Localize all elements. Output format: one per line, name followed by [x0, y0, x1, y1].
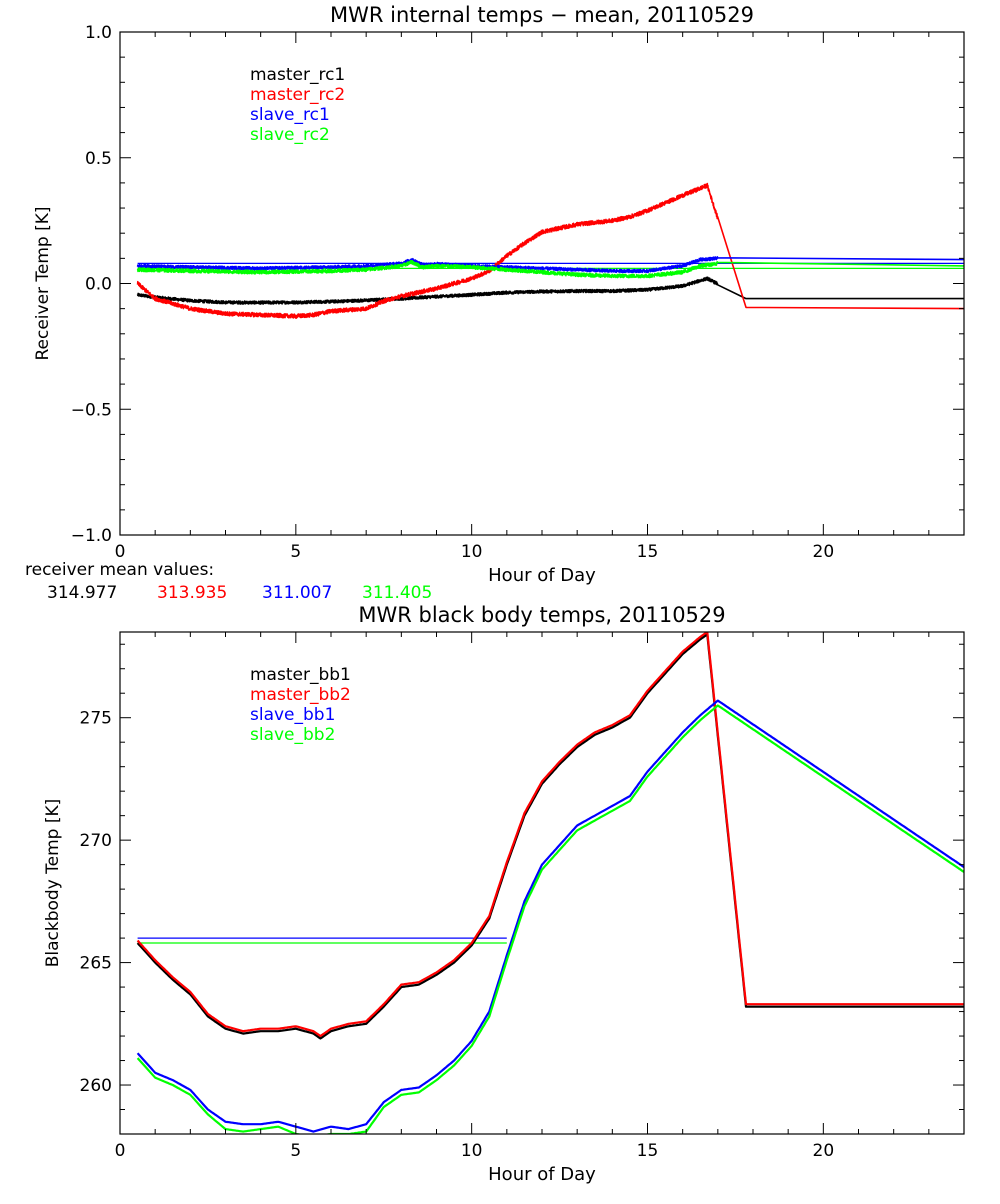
x-axis-label: Hour of Day	[488, 1164, 596, 1185]
y-tick-label: 265	[80, 954, 112, 974]
plot-frame	[119, 631, 965, 1135]
data-layer	[136, 182, 964, 319]
x-tick-label: 15	[637, 542, 659, 562]
x-tick-label: 5	[290, 1141, 301, 1161]
legend-entry-master_rc1: master_rc1	[250, 65, 345, 85]
y-tick-label: 0.5	[85, 149, 112, 169]
y-tick-label: 260	[80, 1076, 112, 1096]
legend-entry-master_bb2: master_bb2	[250, 685, 351, 705]
receiver-mean-annotation: receiver mean values: 314.977 313.935 311.0…	[25, 560, 432, 603]
y-tick-label: 0.0	[85, 275, 112, 295]
y-tick-label: −1.0	[71, 526, 112, 546]
y-axis: 260 265 270 275	[80, 643, 964, 1135]
legend-entry-master_bb1: master_bb1	[250, 665, 351, 685]
legend-entry-slave_rc2: slave_rc2	[250, 125, 330, 145]
y-axis-label: Receiver Temp [K]	[33, 206, 53, 360]
series-line-master_rc2	[136, 182, 964, 319]
x-axis: 0 5 10 15 20	[115, 32, 965, 562]
data-layer	[136, 632, 964, 1134]
series-line-slave_bb1	[136, 699, 964, 1133]
x-tick-label: 10	[461, 1141, 483, 1161]
legend-entry-slave_rc1: slave_rc1	[250, 105, 330, 125]
chart-title: MWR black body temps, 20110529	[358, 603, 725, 627]
legend-entry-slave_bb2: slave_bb2	[250, 725, 335, 745]
chart-1: MWR internal temps − mean, 20110529 0 5 10 1…	[25, 3, 965, 603]
series-line-master_rc1	[136, 276, 964, 305]
legend-entry-slave_bb1: slave_bb1	[250, 705, 335, 725]
series-line-master_bb2	[136, 632, 964, 1038]
x-tick-label: 5	[290, 542, 301, 562]
y-axis: −1.0 −0.5 0.0 0.5 1.0	[71, 23, 964, 546]
chart-title: MWR internal temps − mean, 20110529	[330, 3, 754, 27]
y-tick-label: 1.0	[85, 23, 112, 43]
plot-frame	[119, 31, 965, 536]
x-tick-label: 15	[637, 1141, 659, 1161]
x-tick-label: 10	[461, 542, 483, 562]
annotation-value: 314.977	[47, 583, 117, 603]
y-tick-label: −0.5	[71, 400, 112, 420]
x-tick-label: 20	[813, 1141, 835, 1161]
x-tick-label: 20	[813, 542, 835, 562]
annotation-value: 311.007	[262, 583, 332, 603]
x-axis: 0 5 10 15 20	[115, 632, 965, 1161]
series-line-slave_rc2	[136, 259, 964, 279]
y-axis-label: Blackbody Temp [K]	[43, 799, 63, 968]
annotation-value: 311.405	[362, 583, 432, 603]
y-tick-label: 275	[80, 709, 112, 729]
y-tick-label: 270	[80, 831, 112, 851]
series-line-master_bb1	[136, 633, 964, 1040]
x-tick-label: 0	[115, 1141, 126, 1161]
annotation-label: receiver mean values:	[25, 560, 214, 580]
legend-entry-master_rc2: master_rc2	[250, 85, 345, 105]
series-line-slave_bb2	[136, 704, 964, 1134]
x-tick-label: 0	[115, 542, 126, 562]
annotation-value: 313.935	[157, 583, 227, 603]
chart-2: MWR black body temps, 20110529 0 5 10 15 20 Ho…	[43, 603, 965, 1185]
x-axis-label: Hour of Day	[488, 565, 596, 586]
